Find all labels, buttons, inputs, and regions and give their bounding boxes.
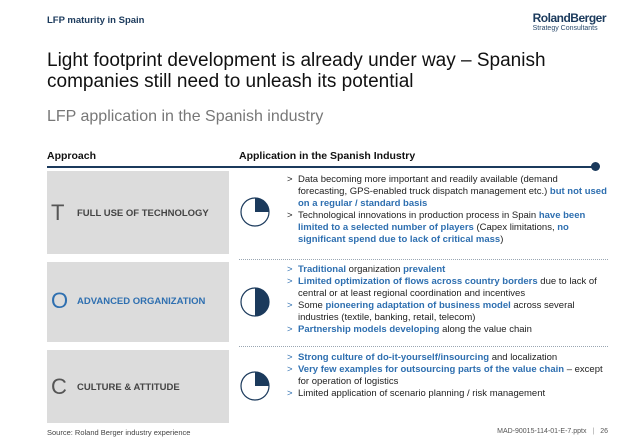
band-technology: T FULL USE OF TECHNOLOGY — [47, 171, 229, 254]
section-kicker: LFP maturity in Spain — [47, 15, 145, 26]
bullet-item: > Partnership models developing along the… — [287, 324, 607, 336]
highlight-text: pioneering adaptation of business model — [325, 300, 511, 311]
pie-fill — [255, 372, 269, 386]
bullet-text: along the value chain — [439, 324, 532, 335]
bullet-item: > Some pioneering adaptation of business … — [287, 300, 607, 324]
logo-subtitle: Strategy Consultants — [532, 25, 598, 32]
highlight-text: Traditional — [298, 264, 347, 275]
band-organization: O ADVANCED ORGANIZATION — [47, 262, 229, 342]
bullet-marker: > — [287, 388, 293, 399]
bullet-text: ) — [500, 234, 504, 245]
document-id: MAD-90015-114-01-E-7.pptx — [497, 428, 587, 435]
roland-berger-logo: RolandBerger Strategy Consultants — [532, 11, 607, 32]
slide-subtitle: LFP application in the Spanish industry — [47, 108, 324, 125]
highlight-text: but not used on a regular / standard bas… — [298, 186, 607, 209]
bullet-text: across several industries (textile, bank… — [298, 300, 575, 323]
bullet-text: and localization — [489, 352, 558, 363]
bullet-text: – except for operation of logistics — [298, 364, 603, 387]
page-number: 26 — [600, 428, 608, 435]
bullet-marker: > — [287, 364, 293, 375]
band-label: FULL USE OF TECHNOLOGY — [77, 208, 209, 219]
highlight-text: prevalent — [403, 264, 446, 275]
bullet-marker: > — [287, 210, 293, 221]
highlight-text: Very few examples for outsourcing parts … — [298, 364, 565, 375]
maturity-pie-icon — [240, 371, 270, 401]
maturity-pie-icon — [240, 287, 270, 317]
bullet-item: > Strong culture of do-it-yourself/insour… — [287, 352, 607, 364]
source-note: Source: Roland Berger industry experienc… — [47, 428, 191, 437]
bullet-item: > Technological innovations in production… — [287, 210, 607, 246]
footer-doc-info: MAD-90015-114-01-E-7.pptx | 26 — [497, 428, 608, 435]
bullet-list-culture: > Strong culture of do-it-yourself/insour… — [287, 352, 607, 400]
bullet-item: > Data becoming more important and readil… — [287, 174, 607, 210]
pie-fill — [255, 288, 269, 316]
column-header-application: Application in the Spanish Industry — [239, 150, 416, 162]
bullet-text: Data becoming more important and readily… — [298, 174, 558, 197]
bullet-item: > Very few examples for outsourcing parts… — [287, 364, 607, 388]
row-separator — [239, 259, 608, 260]
bullet-marker: > — [287, 264, 293, 275]
pie-fill — [255, 198, 269, 212]
bullet-list-organization: > Traditional organization prevalent > Limi… — [287, 264, 607, 336]
bullet-marker: > — [287, 352, 293, 363]
highlight-text: no significant spend due to lack of crit… — [298, 222, 569, 245]
bullet-item: > Limited application of scenario plannin… — [287, 388, 607, 400]
bullet-item: > Limited optimization of flows across co… — [287, 276, 607, 300]
column-header-approach: Approach — [47, 150, 97, 162]
band-label: CULTURE & ATTITUDE — [77, 382, 180, 393]
bullet-marker: > — [287, 174, 293, 185]
band-letter: C — [51, 374, 67, 399]
bullet-text: organization — [346, 264, 404, 275]
bullet-text: Limited application of scenario planning… — [298, 388, 546, 399]
slide-title: Light footprint development is already u… — [47, 50, 546, 92]
highlight-text: Partnership models developing — [298, 324, 440, 335]
bullet-marker: > — [287, 300, 293, 311]
header-rule — [47, 166, 595, 168]
band-culture: C CULTURE & ATTITUDE — [47, 350, 229, 423]
highlight-text: have been limited to a selected number o… — [298, 210, 586, 233]
band-label: ADVANCED ORGANIZATION — [77, 296, 206, 307]
band-letter: O — [51, 288, 69, 313]
bullet-marker: > — [287, 276, 293, 287]
bullet-text: Some — [298, 300, 326, 311]
bullet-text: (Capex limitations, — [473, 222, 558, 233]
logo-name: RolandBerger — [532, 11, 607, 25]
band-letter: T — [51, 200, 65, 225]
bullet-marker: > — [287, 324, 293, 335]
row-separator — [239, 346, 608, 347]
highlight-text: Strong culture of do-it-yourself/insourc… — [298, 352, 490, 363]
rule-end-dot — [591, 162, 600, 171]
highlight-text: Limited optimization of flows across cou… — [298, 276, 538, 287]
maturity-pie-icon — [240, 197, 270, 227]
bullet-text: due to lack of central or at least regio… — [298, 276, 597, 299]
bullet-item: > Traditional organization prevalent — [287, 264, 607, 276]
bullet-text: Technological innovations in production … — [298, 210, 539, 221]
bullet-list-technology: > Data becoming more important and readil… — [287, 174, 607, 246]
